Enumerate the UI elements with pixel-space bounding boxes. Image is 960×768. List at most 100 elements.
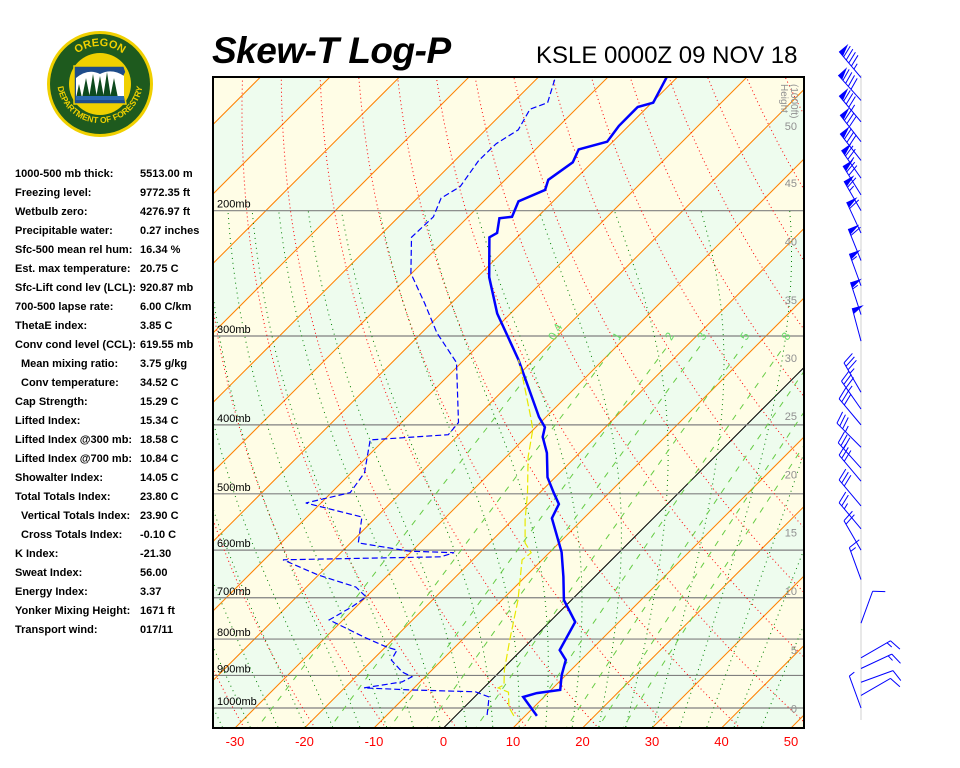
height-tick-label: 20 — [785, 470, 797, 482]
wind-barb-half — [851, 256, 858, 261]
moist-adiabat — [307, 210, 467, 728]
plot-background — [213, 77, 804, 728]
height-tick-label: 30 — [785, 353, 797, 365]
dry-adiabat — [213, 667, 245, 728]
temperature-band — [213, 89, 804, 728]
wind-barb-shaft — [836, 422, 862, 448]
wind-barb — [838, 468, 862, 507]
stat-value: 20.75 C — [140, 263, 179, 275]
wind-barb-full — [845, 356, 855, 367]
stat-row: Energy Index: 3.37 — [15, 586, 215, 605]
wind-barb-half — [887, 655, 893, 661]
wind-barb-shaft — [860, 591, 874, 624]
stat-row: 700-500 lapse rate: 6.00 C/km — [15, 301, 215, 320]
wind-barb-full — [849, 539, 860, 549]
stat-row: Freezing level: 9772.35 ft — [15, 187, 215, 206]
isotherm — [0, 53, 7, 732]
stat-label: Lifted Index @700 mb: — [15, 453, 133, 465]
wind-barb-pennant — [839, 88, 849, 101]
moist-adiabat — [475, 210, 583, 728]
mixing-ratio-line — [389, 345, 669, 728]
wind-barb-full — [849, 199, 860, 209]
stat-value: 0.27 inches — [140, 225, 200, 237]
moist-adiabat — [678, 210, 792, 728]
wind-barb-shaft — [838, 502, 862, 530]
station-time-label: KSLE 0000Z 09 NOV 18 — [536, 42, 798, 69]
height-tick-label: 0 — [791, 704, 797, 716]
wind-barb-full — [839, 414, 846, 427]
stat-value: 15.29 C — [140, 396, 179, 408]
wind-barb-full — [847, 359, 857, 371]
stat-row: K Index: -21.30 — [15, 548, 215, 567]
wind-barb — [838, 491, 862, 530]
wind-barb-shaft — [843, 520, 862, 551]
stat-row: ThetaE index: 3.85 C — [15, 320, 215, 339]
height-tick-label: 5 — [791, 645, 797, 657]
dewpoint-profile — [282, 77, 556, 716]
wind-barb-full — [850, 78, 858, 90]
stat-label: Sweat Index: — [15, 567, 83, 579]
wind-barb-full — [843, 474, 852, 487]
svg-text:OREGON: OREGON — [72, 37, 127, 56]
wind-barb — [860, 677, 901, 696]
stat-row: Sfc-500 mean rel hum: 16.34 % — [15, 244, 215, 263]
wind-barb-full — [848, 96, 856, 108]
stat-row: Total Totals Index: 23.80 C — [15, 491, 215, 510]
moist-adiabat — [538, 210, 622, 728]
stat-row: Lifted Index: 15.34 C — [15, 415, 215, 434]
wind-barb-full — [838, 444, 847, 456]
wind-barb-shaft — [841, 380, 862, 410]
wind-barb — [843, 175, 862, 211]
stat-label: Energy Index: — [15, 586, 88, 598]
isotherm — [373, 297, 804, 728]
wind-barb-full — [848, 51, 856, 64]
wind-barb-half — [844, 425, 849, 432]
wind-barb-shaft — [851, 308, 862, 342]
isotherm — [234, 158, 804, 728]
stat-value: 23.80 C — [140, 491, 179, 503]
stat-row: Wetbulb zero: 4276.97 ft — [15, 206, 215, 225]
stat-row: Lifted Index @700 mb: 10.84 C — [15, 453, 215, 472]
wind-barb-half — [849, 368, 855, 374]
wind-barb-full — [843, 45, 851, 58]
dry-adiabat — [812, 53, 960, 732]
isotherm — [790, 714, 804, 728]
stat-value: 920.87 mb — [140, 282, 194, 294]
dry-adiabat — [513, 77, 804, 594]
wind-barb-full — [841, 494, 849, 507]
wind-barb-shaft — [848, 675, 862, 709]
wind-barbs — [836, 43, 902, 720]
wind-barb-full — [841, 370, 850, 382]
zero-isotherm — [442, 366, 804, 728]
stat-label: Total Totals Index: — [15, 491, 111, 503]
stat-label: Conv temperature: — [21, 377, 119, 389]
stat-value: 16.34 % — [140, 244, 181, 256]
stat-value: 619.55 mb — [140, 339, 194, 351]
stat-value: 56.00 — [140, 567, 168, 579]
height-tick-label: 25 — [785, 411, 797, 423]
wind-barb-full — [841, 390, 849, 403]
stat-value: 3.37 — [140, 586, 162, 598]
wind-barb — [860, 590, 886, 624]
stat-label: Transport wind: — [15, 624, 98, 636]
wind-barb — [842, 159, 862, 196]
temperature-tick-label: -10 — [365, 734, 384, 749]
wind-barb-full — [836, 411, 844, 424]
pressure-label: 500mb — [217, 482, 251, 494]
wind-barb-full — [890, 640, 901, 650]
stat-label: Mean mixing ratio: — [21, 358, 119, 370]
sounding-profiles — [282, 77, 668, 717]
wind-barb-full — [846, 112, 855, 124]
wind-barb-full — [848, 165, 858, 176]
moist-adiabat — [213, 706, 224, 728]
height-tick-label: 50 — [785, 121, 797, 133]
wind-barb-shaft — [838, 454, 862, 482]
wind-barb-full — [843, 128, 852, 140]
pressure-label: 1000mb — [217, 696, 257, 708]
height-axis-label: Height — [778, 84, 789, 113]
wind-barb-full — [838, 468, 847, 481]
wind-barb-half — [843, 503, 849, 510]
wind-barb — [836, 411, 862, 448]
wind-barb — [839, 107, 862, 143]
wind-barb — [860, 670, 902, 683]
